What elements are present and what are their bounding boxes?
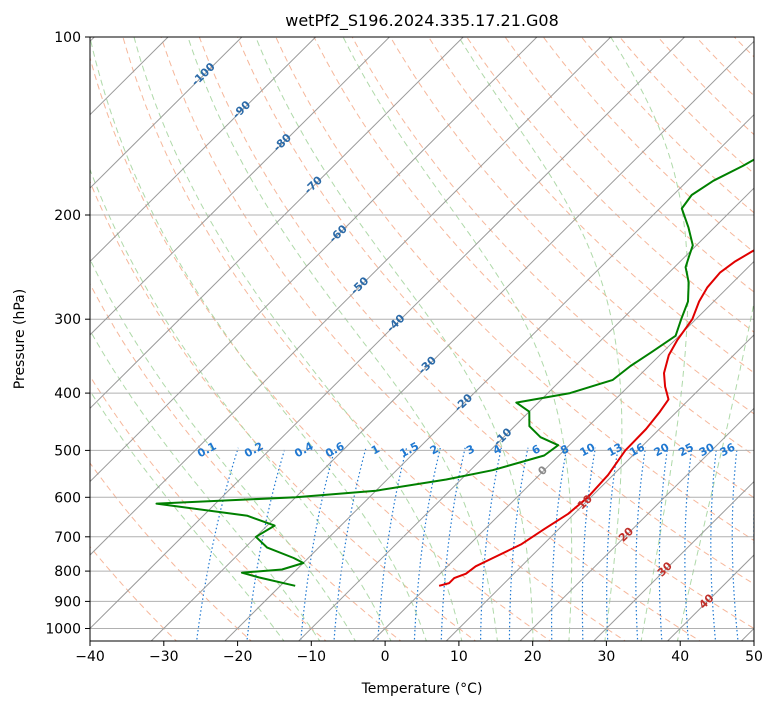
x-tick-label: −40 [75,649,105,665]
moist-adiabat-line [676,299,754,641]
moist-adiabat-line [458,37,623,641]
isotherm-line [224,113,754,641]
dry-adiabat-line [90,282,402,641]
mixing-ratio-line [195,447,239,641]
chart-title: wetPf2_S196.2024.335.17.21.G08 [285,11,559,31]
mixing-ratio-label: 16 [627,440,647,459]
moist-adiabat-line [90,37,427,641]
isotherm-line [90,37,464,409]
x-axis-label: Temperature (°C) [361,681,483,697]
moist-adiabat-line [90,168,392,641]
x-tick-label: −30 [149,649,179,665]
dry-adiabat-line [313,37,754,499]
y-tick-label: 900 [54,594,81,610]
isotherm-line [90,37,243,189]
mixing-ratio-label: 13 [605,441,625,460]
x-tick-label: 10 [450,649,468,665]
x-tick-label: 30 [597,649,615,665]
sounding-series [155,158,754,587]
dry-adiabat-line [237,37,754,585]
moist-adiabat-line [187,37,498,641]
mixing-ratio-label: 36 [718,440,738,459]
moist-adiabats [90,37,754,641]
y-tick-label: 500 [54,443,81,459]
isotherm-line [90,37,391,336]
moist-adiabat-line [255,37,534,641]
mixing-ratio-label: 30 [697,440,717,459]
y-tick-label: 300 [54,312,81,328]
mixing-ratio-line [731,447,739,641]
mixing-ratio-line [300,447,336,641]
isotherm-line [297,187,754,641]
dry-adiabat-line [275,37,754,542]
moist-adiabat-line [133,37,463,641]
y-tick-label: 600 [54,490,81,506]
mixing-ratio-line [377,447,408,641]
isotherms [90,37,754,641]
isotherm-line [593,480,754,641]
y-axis: 100 200 300 400 500 600 700 800 900 1000 [45,30,90,638]
y-axis-label: Pressure (hPa) [12,289,28,389]
temperature-profile [438,249,754,587]
y-tick-label: 800 [54,564,81,580]
mixing-ratio-label: 25 [676,441,696,460]
x-tick-label: −10 [297,649,327,665]
x-tick-label: 40 [671,649,689,665]
x-tick-label: 20 [524,649,542,665]
y-tick-label: 1000 [45,622,81,638]
x-tick-label: 0 [381,649,390,665]
plot-frame [89,36,755,642]
mixing-ratio-label: 20 [652,440,672,459]
pressure-gridlines [90,37,754,629]
mixing-ratio-line [246,447,286,641]
x-tick-label: 50 [745,649,763,665]
moist-adiabat-line [90,390,285,641]
isotherm-line [90,37,612,556]
dewpoint-profile [155,158,754,587]
x-tick-label: −20 [223,649,253,665]
dry-adiabat-line [90,180,477,641]
isotherm-line [150,40,754,641]
y-tick-label: 200 [54,208,81,224]
y-tick-label: 700 [54,530,81,546]
isotherm-line [519,407,754,641]
isotherm-line [445,334,754,641]
mixing-ratio-label: 10 [578,440,598,459]
moist-adiabat-line [90,329,321,641]
y-tick-label: 400 [54,386,81,402]
isotherm-line [90,37,686,630]
x-axis: −40 −30 −20 −10 0 10 20 30 40 50 [75,641,763,665]
isotherm-line [90,37,538,483]
moist-adiabat-line [342,37,573,641]
y-tick-label: 100 [54,30,81,46]
moist-adiabat-line [90,258,356,641]
isotherm-line [90,37,317,263]
